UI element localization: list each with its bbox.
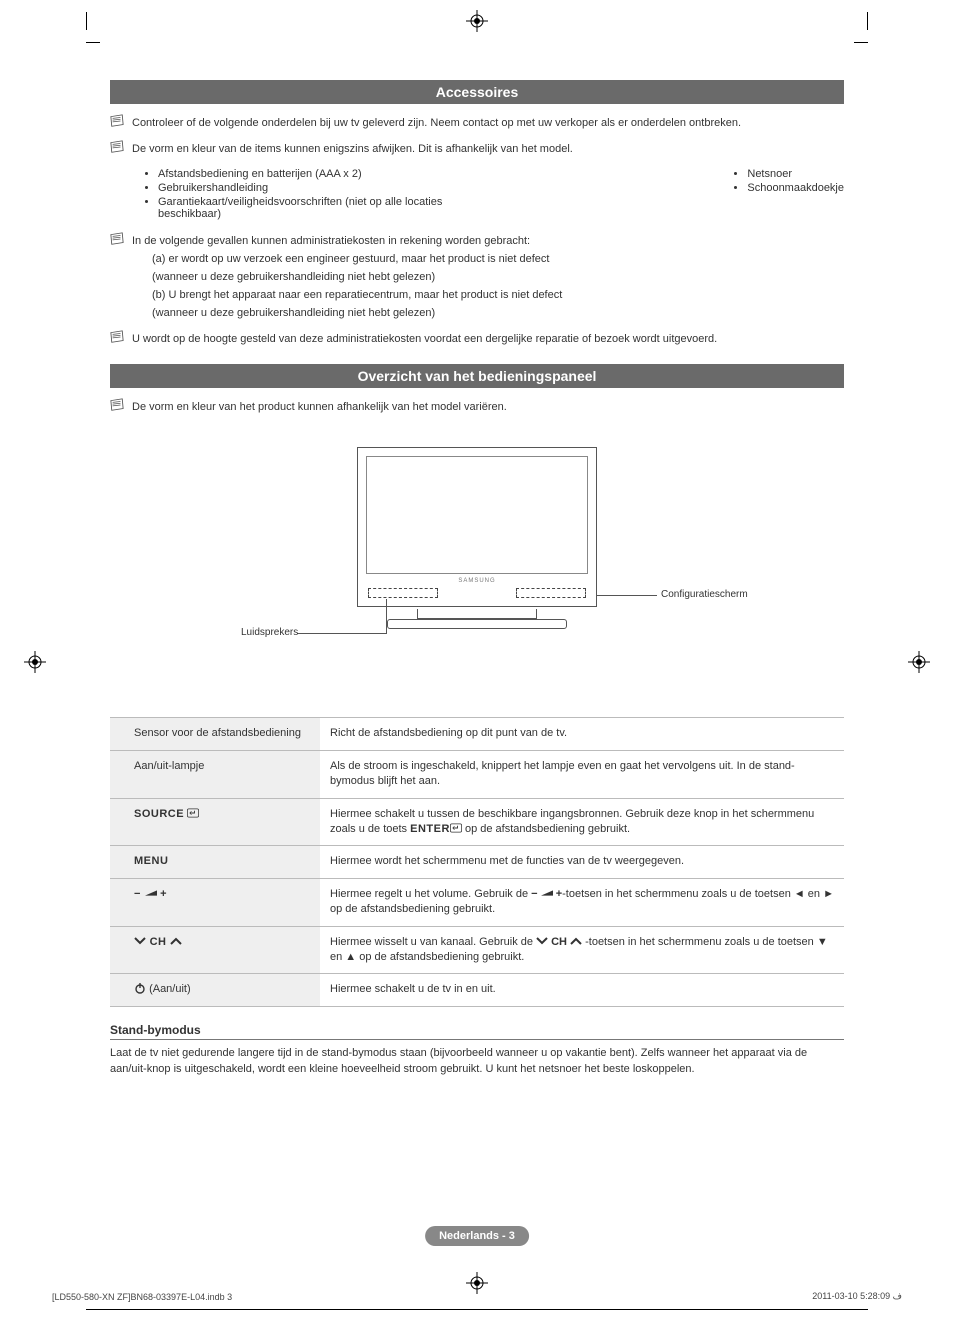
table-row: (Aan/uit) Hiermee schakelt u de tv in en… [110, 974, 844, 1006]
list-item: Garantiekaart/veiligheidsvoorschriften (… [158, 196, 473, 220]
control-desc: Hiermee schakelt u de tv in en uit. [320, 974, 844, 1006]
table-row: MENU Hiermee wordt het schermmenu met de… [110, 846, 844, 878]
list-item: Gebruikershandleiding [158, 182, 473, 194]
control-desc: Hiermee wordt het schermmenu met de func… [320, 846, 844, 878]
note-informed: U wordt op de hoogte gesteld van deze ad… [110, 330, 844, 350]
registration-mark-left [24, 651, 46, 673]
volume-icon [145, 888, 157, 900]
source-label: SOURCE [134, 808, 184, 820]
registration-mark-bottom [466, 1272, 488, 1294]
list-item: Schoonmaakdoekje [747, 182, 844, 194]
accessory-list-left: Afstandsbediening en batterijen (AAA x 2… [144, 166, 473, 222]
note-icon [110, 330, 126, 350]
accessory-lists: Afstandsbediening en batterijen (AAA x 2… [144, 166, 844, 222]
desc-text: op de afstandsbediening gebruikt. [462, 823, 630, 835]
power-icon [134, 983, 146, 995]
section-header-panel: Overzicht van het bedieningspaneel [110, 364, 844, 388]
tv-stand-neck [417, 609, 537, 619]
desc-text: Hiermee wisselt u van kanaal. Gebruik de [330, 936, 536, 948]
registration-mark-top [466, 10, 488, 32]
note-text: De vorm en kleur van het product kunnen … [132, 400, 844, 416]
control-label-volume: − + [110, 878, 320, 926]
tv-brand-label: SAMSUNG [458, 578, 495, 584]
standby-body: Laat de tv niet gedurende langere tijd i… [110, 1046, 844, 1078]
note-admin-costs: In de volgende gevallen kunnen administr… [110, 232, 844, 324]
footer-doc-ref: [LD550-580-XN ZF]BN68-03397E-L04.indb 3 [52, 1292, 232, 1302]
table-row: CH Hiermee wisselt u van kanaal. Gebruik… [110, 926, 844, 974]
control-desc: Als de stroom is ingeschakeld, knippert … [320, 750, 844, 798]
control-label: MENU [110, 846, 320, 878]
page-content: Accessoires Controleer of de volgende on… [110, 80, 844, 1264]
chevron-down-icon [536, 936, 548, 948]
tv-screen [366, 456, 588, 574]
standby-heading: Stand-bymodus [110, 1023, 844, 1037]
volume-icon [541, 888, 553, 900]
minus-icon: − [134, 888, 141, 900]
tv-outline: SAMSUNG [357, 447, 597, 607]
control-desc: Richt de afstandsbediening op dit punt v… [320, 718, 844, 750]
callout-config-label: Configuratiescherm [661, 589, 748, 600]
tv-speaker-area [368, 588, 438, 598]
chevron-down-icon [134, 936, 146, 948]
control-label: SOURCE [110, 798, 320, 846]
chevron-up-icon [570, 936, 582, 948]
registration-mark-right [908, 651, 930, 673]
tv-stand-base [387, 619, 567, 629]
note-text: (wanneer u deze gebruikershandleiding ni… [132, 306, 844, 322]
table-row: Aan/uit-lampje Als de stroom is ingescha… [110, 750, 844, 798]
note-icon [110, 114, 126, 134]
enter-icon [187, 808, 199, 820]
control-label: Sensor voor de afstandsbediening [110, 718, 320, 750]
table-row: − + Hiermee regelt u het volume. Gebruik… [110, 878, 844, 926]
note-text: (wanneer u deze gebruikershandleiding ni… [132, 270, 844, 286]
note-icon [110, 140, 126, 160]
tv-diagram: SAMSUNG Configuratiescherm Luidsprekers [110, 447, 844, 677]
plus-icon: + [160, 888, 167, 900]
chevron-up-icon [170, 936, 182, 948]
controls-table: Sensor voor de afstandsbediening Richt d… [110, 717, 844, 1006]
note-text: De vorm en kleur van de items kunnen eni… [132, 142, 844, 158]
enter-word: ENTER [410, 823, 450, 835]
note-check-items: Controleer of de volgende onderdelen bij… [110, 114, 844, 134]
table-row: Sensor voor de afstandsbediening Richt d… [110, 718, 844, 750]
footer-timestamp: 2011-03-10 ف 5:28:09 [812, 1291, 902, 1302]
note-icon [110, 398, 126, 418]
control-desc: Hiermee schakelt u tussen de beschikbare… [320, 798, 844, 846]
accessory-list-right: Netsnoer Schoonmaakdoekje [733, 166, 844, 222]
note-icon [110, 232, 126, 252]
power-label-text: (Aan/uit) [149, 983, 191, 995]
note-shape-color: De vorm en kleur van de items kunnen eni… [110, 140, 844, 160]
note-text: U wordt op de hoogte gesteld van deze ad… [132, 332, 844, 348]
tv-config-area [516, 588, 586, 598]
callout-speakers-label: Luidsprekers [241, 627, 298, 638]
section-header-accessoires: Accessoires [110, 80, 844, 104]
divider [110, 1039, 844, 1040]
note-text: In de volgende gevallen kunnen administr… [132, 234, 844, 250]
note-text: (b) U brengt het apparaat naar een repar… [132, 288, 844, 304]
note-text: (a) er wordt op uw verzoek een engineer … [132, 252, 844, 268]
list-item: Afstandsbediening en batterijen (AAA x 2… [158, 168, 473, 180]
page-language-badge: Nederlands - 3 [425, 1226, 529, 1246]
note-text: Controleer of de volgende onderdelen bij… [132, 116, 844, 132]
callout-line [297, 633, 387, 634]
control-label-power: (Aan/uit) [110, 974, 320, 1006]
list-item: Netsnoer [747, 168, 844, 180]
crop-marks-bottom [86, 1309, 868, 1310]
control-desc: Hiermee regelt u het volume. Gebruik de … [320, 878, 844, 926]
table-row: SOURCE Hiermee schakelt u tussen de besc… [110, 798, 844, 846]
control-label: Aan/uit-lampje [110, 750, 320, 798]
control-label-channel: CH [110, 926, 320, 974]
note-product-shape: De vorm en kleur van het product kunnen … [110, 398, 844, 418]
callout-line [597, 595, 657, 596]
enter-icon [450, 823, 462, 835]
desc-text: Hiermee regelt u het volume. Gebruik de [330, 888, 531, 900]
control-desc: Hiermee wisselt u van kanaal. Gebruik de… [320, 926, 844, 974]
